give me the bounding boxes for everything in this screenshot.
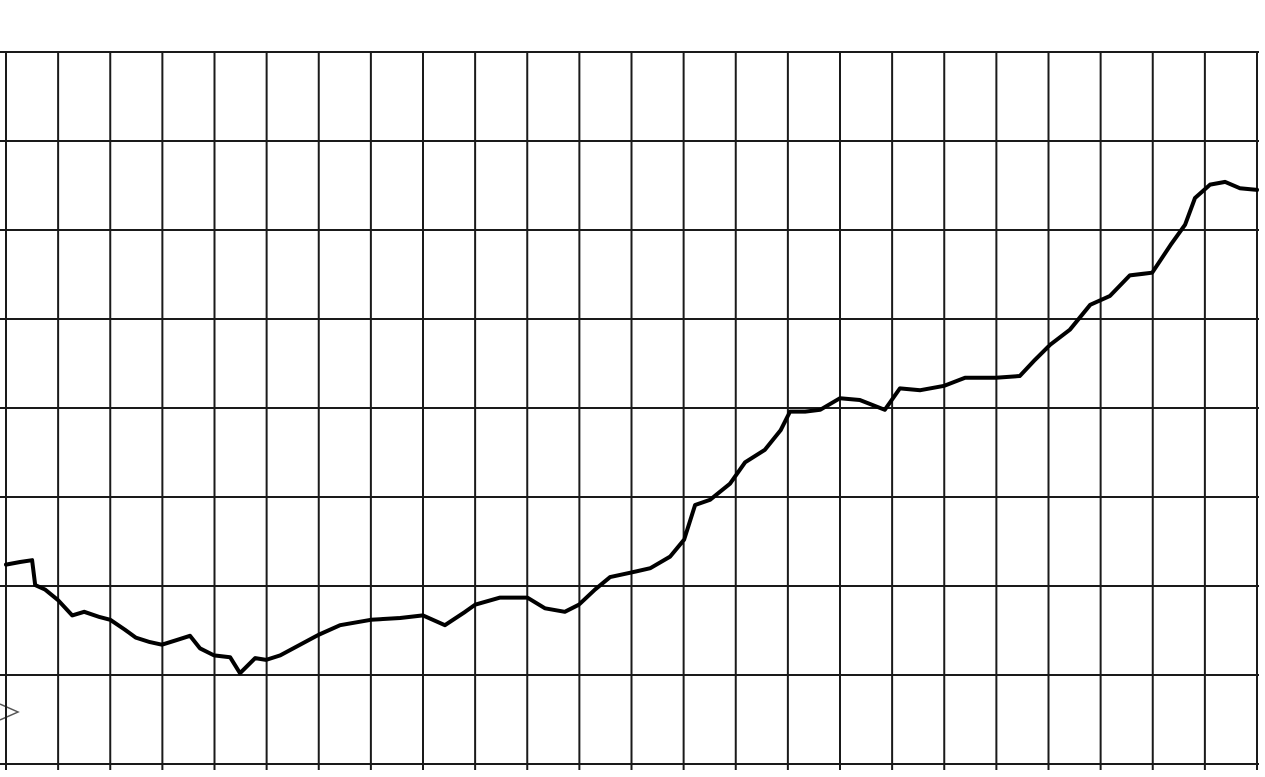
line-series <box>4 179 1259 676</box>
